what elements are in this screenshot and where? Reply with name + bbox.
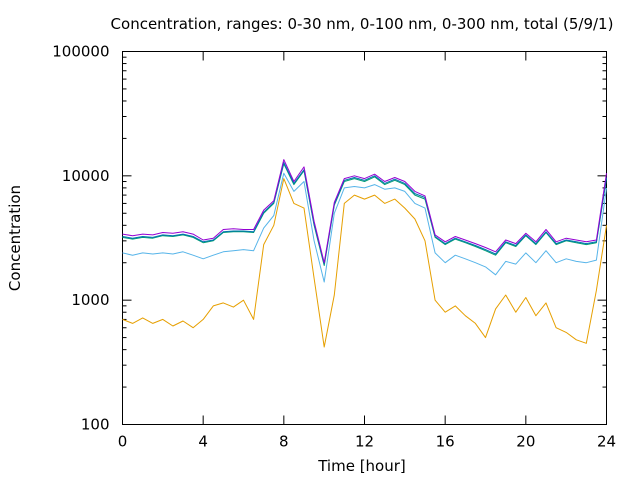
chart-title: Concentration, ranges: 0-30 nm, 0-100 nm… <box>111 15 614 33</box>
series-line-4 <box>122 162 607 265</box>
series-line-2 <box>122 172 607 283</box>
series-line-1 <box>122 178 607 348</box>
y-axis-ticks: 100 1000 10000 100000 <box>52 43 607 434</box>
y-tick-label: 100000 <box>52 43 109 61</box>
x-axis-ticks: 0 4 8 12 16 20 24 <box>118 51 616 451</box>
y-tick-label: 1000 <box>71 291 109 309</box>
series-lines <box>122 159 607 348</box>
series-line-3 <box>122 163 607 266</box>
series-line-5 <box>122 159 607 264</box>
x-tick-label: 4 <box>198 433 208 451</box>
x-tick-label: 12 <box>355 433 374 451</box>
y-axis-title: Concentration <box>6 185 24 291</box>
y-tick-label: 10000 <box>62 167 110 185</box>
x-tick-label: 20 <box>516 433 535 451</box>
x-tick-label: 8 <box>279 433 289 451</box>
y-tick-label: 100 <box>81 416 110 434</box>
x-tick-label: 24 <box>597 433 616 451</box>
x-axis-title: Time [hour] <box>317 457 406 475</box>
x-tick-label: 16 <box>436 433 455 451</box>
x-tick-label: 0 <box>118 433 128 451</box>
